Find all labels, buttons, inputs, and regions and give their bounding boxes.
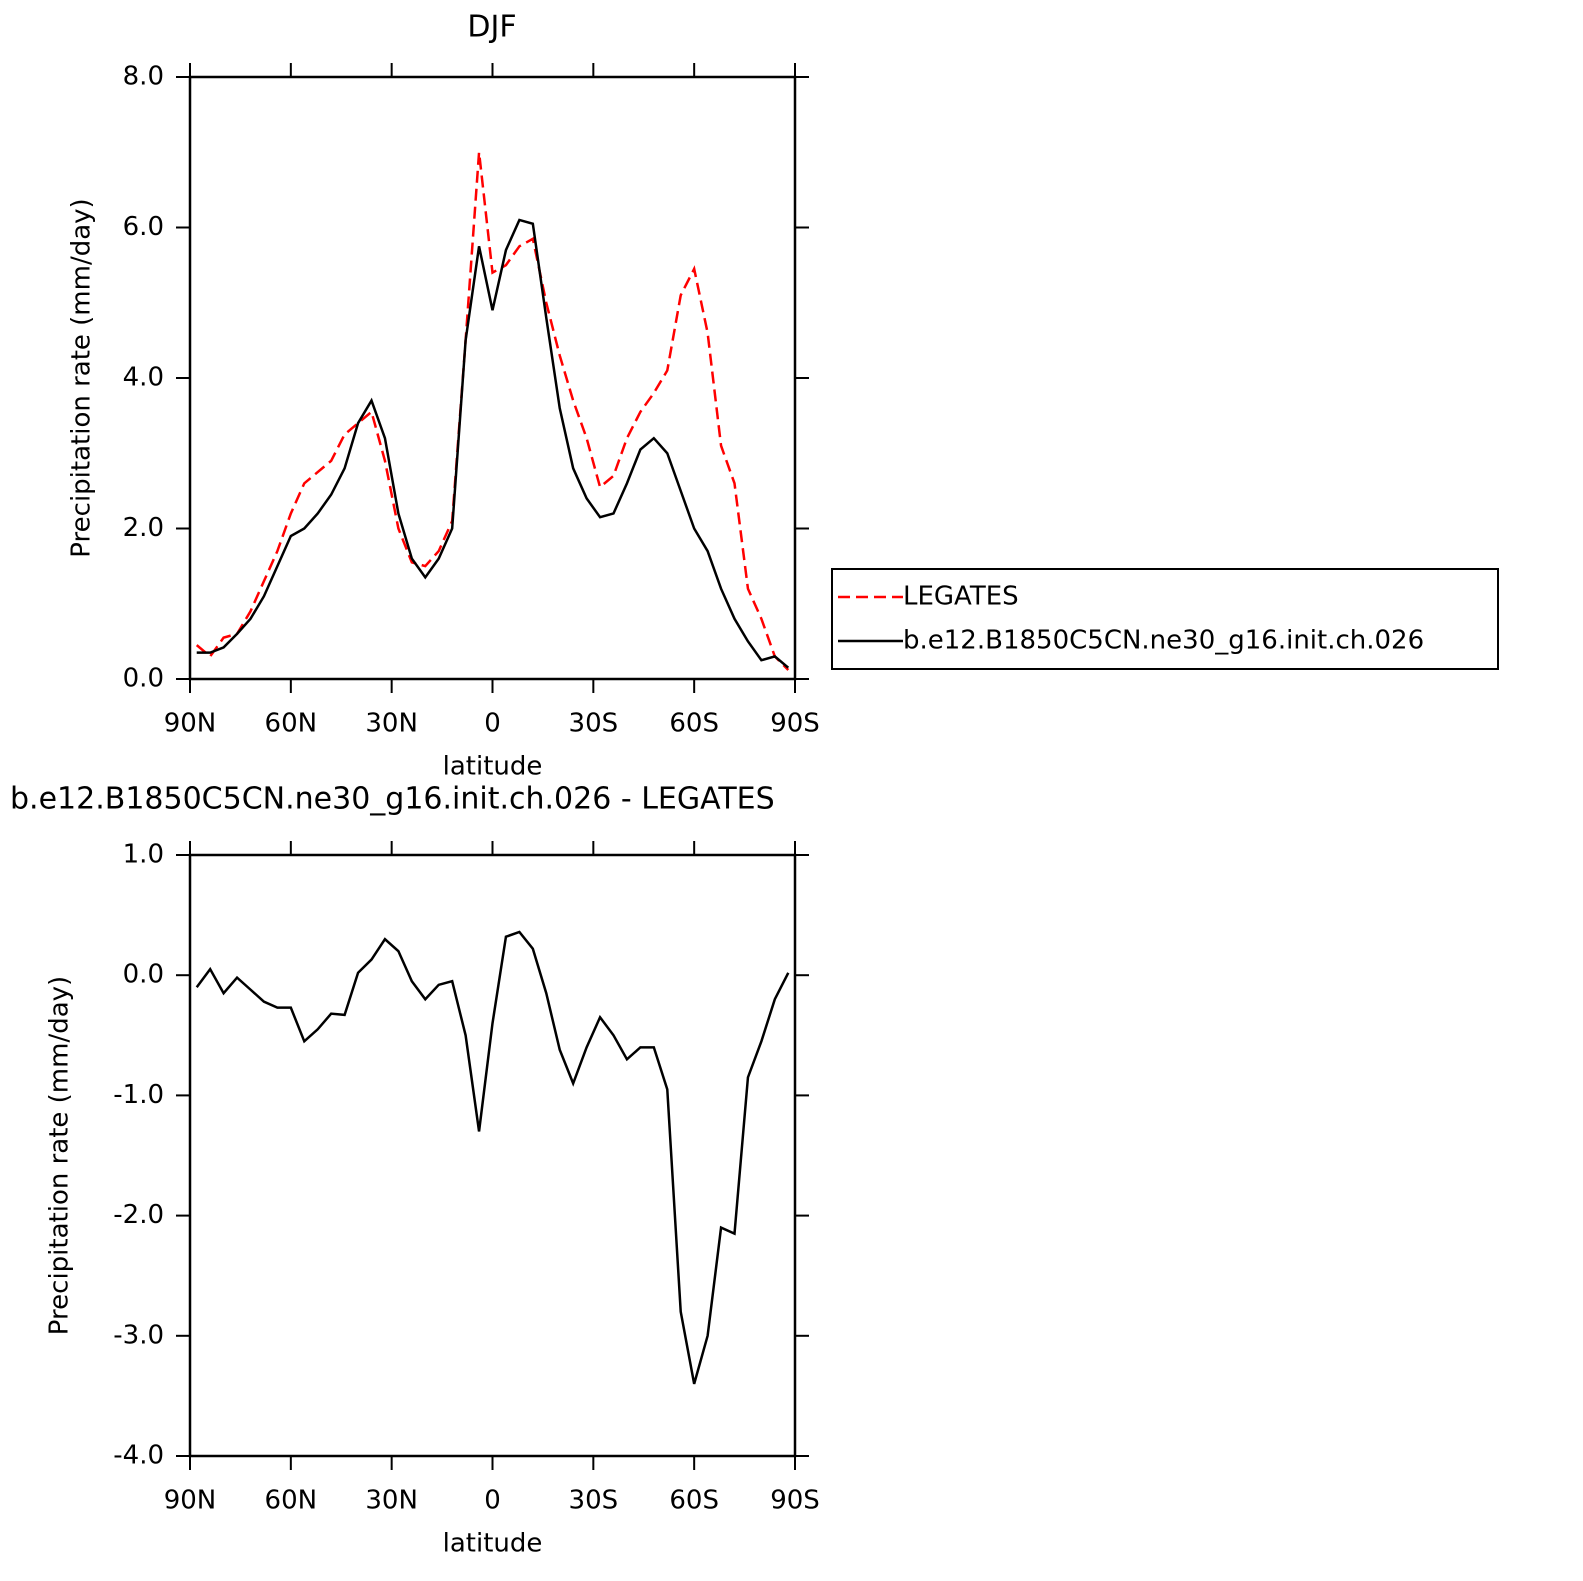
chart-title: b.e12.B1850C5CN.ne30_g16.init.ch.026 - L… (10, 782, 775, 817)
x-tick-label: 90N (164, 709, 217, 739)
y-tick-label: 1.0 (123, 840, 164, 870)
y-tick-label: -3.0 (113, 1320, 164, 1350)
x-tick-label: 60N (265, 709, 318, 739)
x-tick-label: 90N (164, 1486, 217, 1516)
y-tick-label: -1.0 (113, 1080, 164, 1110)
x-axis-label: latitude (443, 1529, 543, 1559)
series-line (195, 152, 790, 671)
x-tick-label: 90S (770, 709, 820, 739)
y-tick-label: 6.0 (123, 212, 164, 242)
y-axis-label: Precipitation rate (mm/day) (67, 198, 97, 557)
y-tick-label: 4.0 (123, 363, 164, 393)
x-tick-label: 90S (770, 1486, 820, 1516)
y-tick-label: -4.0 (113, 1441, 164, 1471)
chart-title: DJF (467, 10, 516, 45)
y-tick-label: 2.0 (123, 513, 164, 543)
legend-label: LEGATES (903, 582, 1019, 612)
x-tick-label: 30N (365, 1486, 418, 1516)
x-tick-label: 30S (569, 709, 619, 739)
x-axis-label: latitude (443, 752, 543, 782)
y-tick-label: 8.0 (123, 62, 164, 92)
x-tick-label: 30N (365, 709, 418, 739)
x-tick-label: 30S (569, 1486, 619, 1516)
legend-box (831, 568, 1499, 670)
plot-frame (188, 75, 797, 681)
x-tick-label: 0 (484, 1486, 501, 1516)
x-tick-label: 60N (265, 1486, 318, 1516)
y-tick-label: 0.0 (123, 664, 164, 694)
x-tick-label: 60S (669, 1486, 719, 1516)
x-tick-label: 60S (669, 709, 719, 739)
y-axis-label: Precipitation rate (mm/day) (45, 976, 75, 1335)
plot-frame (188, 853, 797, 1458)
x-tick-label: 0 (484, 709, 501, 739)
legend-label: b.e12.B1850C5CN.ne30_g16.init.ch.026 (903, 626, 1424, 656)
y-tick-label: -2.0 (113, 1200, 164, 1230)
series-line (195, 930, 790, 1385)
y-tick-label: 0.0 (123, 960, 164, 990)
series-line (196, 218, 790, 669)
